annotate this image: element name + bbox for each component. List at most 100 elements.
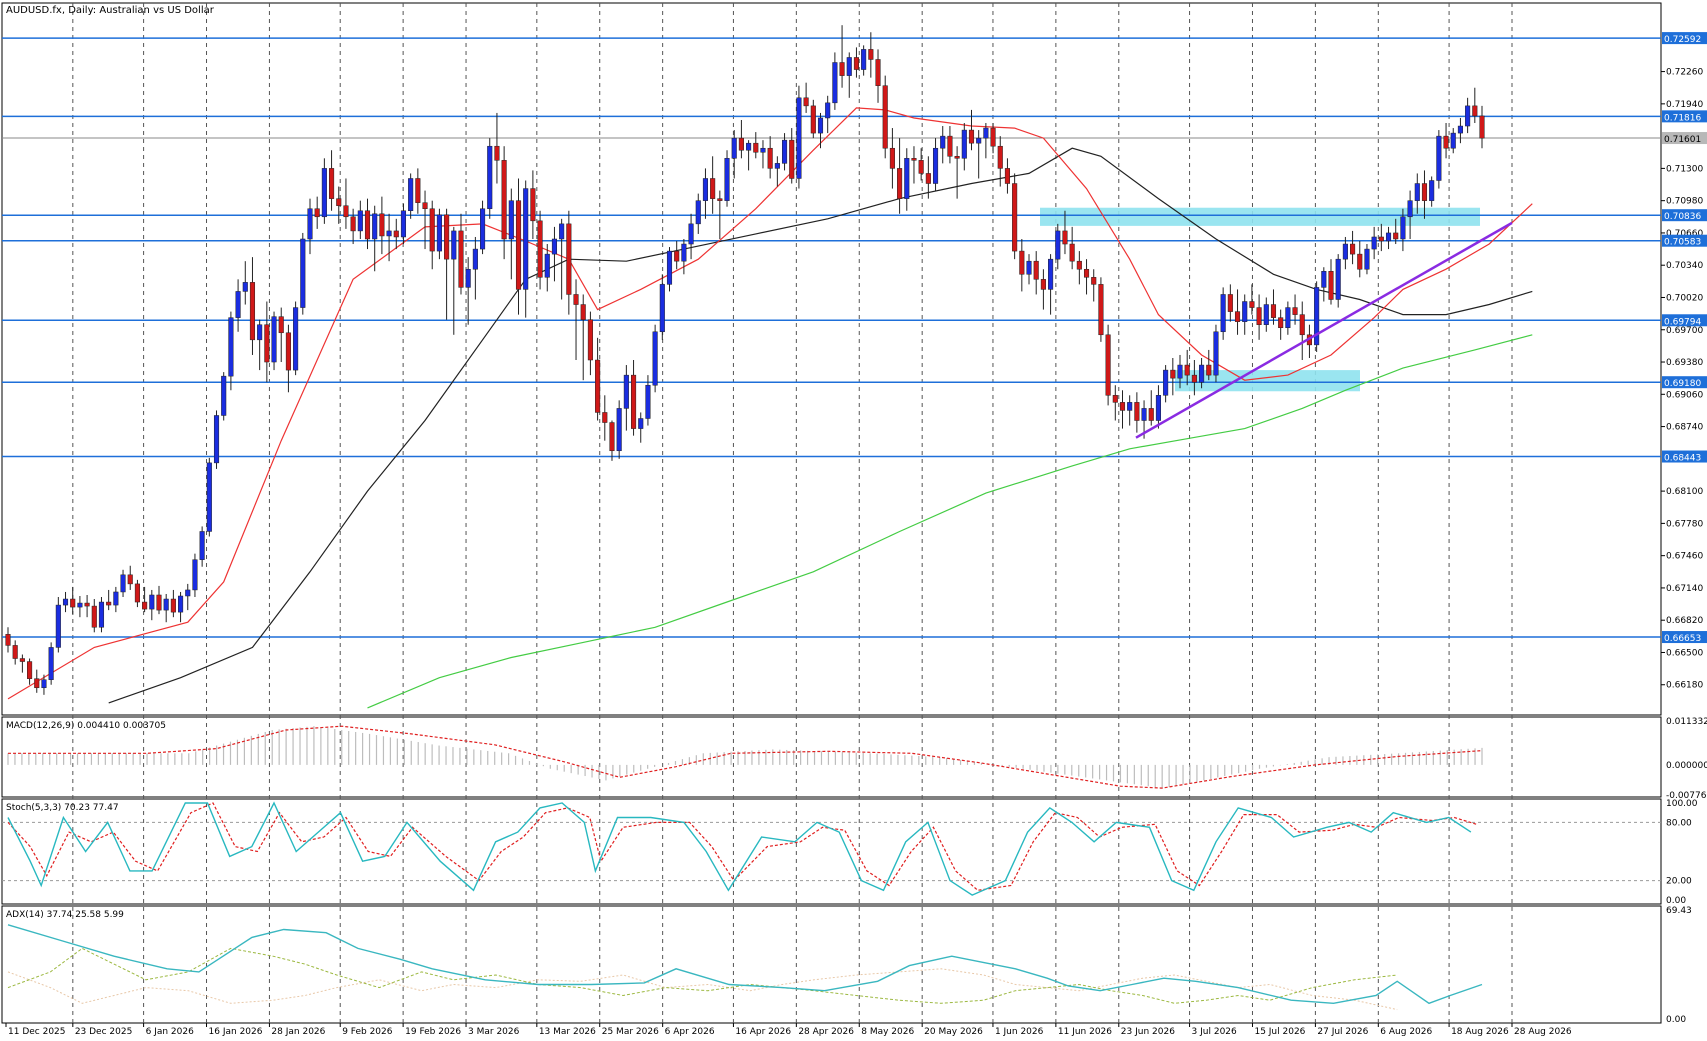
- bear-candle-body: [84, 602, 90, 607]
- horizontal-levels[interactable]: [2, 37, 1661, 638]
- main-price-panel[interactable]: [1, 2, 1662, 716]
- bull-candle-body: [62, 598, 69, 606]
- bear-candle-body: [1112, 395, 1118, 403]
- bear-candle-body: [379, 213, 385, 237]
- bull-candle-body: [149, 594, 155, 610]
- date-tick-label: 13 Mar 2026: [539, 1027, 596, 1037]
- level-price-label: 0.71816: [1664, 113, 1701, 123]
- stoch-axis-label: 0.00: [1666, 896, 1686, 906]
- bull-candle-body: [213, 415, 220, 464]
- stoch-main-line: [7, 801, 1472, 896]
- bull-candle-body: [1335, 258, 1341, 300]
- bear-candle-body: [1479, 115, 1485, 139]
- candlesticks: [5, 25, 1485, 695]
- bear-candle-body: [1191, 374, 1197, 383]
- bear-candle-body: [1033, 260, 1039, 280]
- bear-candle-body: [1472, 105, 1478, 117]
- bear-candle-body: [767, 147, 773, 169]
- bear-candle-body: [336, 198, 342, 206]
- bull-candle-body: [1457, 125, 1463, 134]
- bull-candle-body: [825, 102, 831, 119]
- bear-candle-body: [803, 97, 809, 107]
- bull-candle-body: [1436, 135, 1442, 181]
- bull-candle-body: [1314, 287, 1320, 346]
- bear-candle-body: [609, 422, 615, 452]
- bull-candle-body: [932, 147, 939, 184]
- bear-candle-body: [753, 142, 759, 153]
- current-price-tag: [1662, 132, 1707, 145]
- bull-candle-body: [321, 168, 327, 218]
- trendline[interactable]: [1135, 221, 1513, 439]
- bull-candle-body: [559, 223, 565, 240]
- bull-candle-body: [796, 97, 802, 179]
- bear-candle-body: [530, 188, 536, 222]
- current-price-label: 0.71601: [1664, 135, 1701, 145]
- level-price-tag: [1662, 32, 1707, 45]
- stoch-axis-label: 80.00: [1666, 818, 1692, 828]
- bull-candle-body: [659, 284, 665, 333]
- bear-candle-body: [631, 374, 637, 429]
- bear-candle-body: [968, 129, 975, 144]
- adx-axis-label: 69.43: [1666, 906, 1692, 916]
- bull-candle-body: [1364, 248, 1370, 270]
- bull-candle-body: [846, 57, 852, 76]
- price-tick-label: 0.67780: [1666, 519, 1703, 529]
- bull-candle-body: [940, 135, 946, 149]
- bear-candle-body: [170, 598, 176, 613]
- adx-title: ADX(14) 37.74 25.58 5.99: [6, 910, 124, 920]
- zone-rectangles[interactable]: [1040, 207, 1480, 392]
- bear-candle-body: [1134, 402, 1140, 421]
- bull-candle-body: [257, 324, 263, 341]
- level-price-tag: [1662, 110, 1707, 123]
- bear-candle-body: [27, 661, 33, 679]
- bear-candle-body: [875, 59, 881, 86]
- bear-candle-body: [501, 160, 507, 240]
- date-axis: 11 Dec 2025 23 Dec 2025 6 Jan 2026 16 Jan 2…: [5, 1023, 1572, 1037]
- bull-candle-body: [1342, 243, 1348, 260]
- bear-candle-body: [1350, 243, 1356, 255]
- bear-candle-body: [1119, 402, 1126, 411]
- date-tick-label: 23 Jun 2026: [1121, 1027, 1175, 1037]
- bear-candle-body: [573, 294, 579, 305]
- bull-candle-body: [861, 49, 867, 70]
- date-tick-label: 6 Apr 2026: [665, 1027, 715, 1037]
- macd-panel[interactable]: [1, 716, 1662, 798]
- bear-candle-body: [595, 359, 601, 413]
- date-tick-label: 28 Aug 2026: [1514, 1027, 1572, 1037]
- bear-candle-body: [897, 168, 903, 199]
- stoch-axis-label: 20.00: [1666, 877, 1692, 887]
- bear-candle-body: [1170, 369, 1176, 379]
- bull-candle-body: [551, 238, 558, 255]
- bull-candle-body: [300, 238, 306, 308]
- bear-candle-body: [278, 316, 284, 334]
- bear-candle-body: [1292, 307, 1298, 315]
- stoch-panel[interactable]: [1, 798, 1662, 905]
- bear-candle-body: [580, 304, 586, 320]
- bear-candle-body: [134, 583, 140, 603]
- bull-candle-body: [1263, 304, 1269, 325]
- date-tick-label: 3 Jul 2026: [1192, 1027, 1237, 1037]
- bear-candle-body: [602, 412, 608, 423]
- date-tick-label: 28 Jan 2026: [271, 1027, 325, 1037]
- bull-candle-body: [465, 268, 471, 288]
- price-tick-label: 0.68100: [1666, 487, 1703, 497]
- bear-candle-body: [1184, 364, 1190, 376]
- price-tick-label: 0.69700: [1666, 326, 1703, 336]
- bear-candle-body: [350, 216, 356, 232]
- bull-candle-body: [221, 375, 227, 416]
- macd-axis-label: -0.007769: [1666, 791, 1707, 801]
- level-price-label: 0.69794: [1664, 317, 1701, 327]
- bull-candle-body: [976, 137, 982, 144]
- bull-candle-body: [832, 62, 838, 104]
- bull-candle-body: [1400, 216, 1406, 240]
- bull-candle-body: [357, 210, 363, 232]
- bear-candle-body: [156, 594, 162, 611]
- bear-candle-body: [889, 147, 895, 169]
- bull-candle-body: [623, 374, 629, 409]
- bull-candle-body: [774, 163, 780, 169]
- price-tick-label: 0.67460: [1666, 552, 1703, 562]
- date-tick-label: 15 Jul 2026: [1254, 1027, 1305, 1037]
- bear-candle-body: [19, 658, 25, 662]
- adx-panel[interactable]: [1, 905, 1662, 1024]
